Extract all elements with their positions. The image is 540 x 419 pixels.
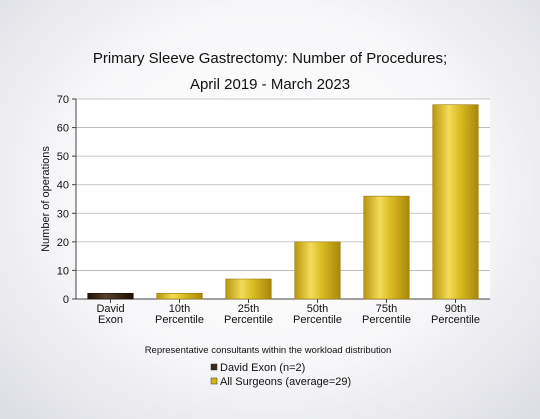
bar-david-exon [87,292,134,300]
y-tick-label: 10 [57,265,69,277]
x-tick-label: 10th [169,303,190,315]
chart-title-line-2: April 2019 - March 2023 [189,76,351,93]
y-tick-label: 40 [57,180,69,192]
y-tick-label: 20 [57,237,69,249]
x-tick-label: Percentile [224,314,273,326]
bar-percentile [432,104,479,300]
y-tick-label: 0 [63,294,69,306]
x-tick-label: Percentile [155,314,204,326]
bar-percentile [294,241,341,300]
x-tick-label: 50th [307,303,328,315]
y-tick-label: 50 [57,151,69,163]
x-tick-label: Percentile [362,314,411,326]
chart-title-line-1: Primary Sleeve Gastrectomy: Number of Pr… [92,50,448,67]
legend-swatch [210,377,218,385]
bar-percentile [363,195,410,300]
plot-background [76,99,490,299]
y-tick-label: 60 [57,123,69,135]
y-tick-label: 30 [57,208,69,220]
legend-label: All Surgeons (average=29) [220,376,351,388]
bar-percentile [225,278,272,300]
x-axis-label: Representative consultants within the wo… [145,345,392,356]
y-tick-label: 70 [57,94,69,106]
x-tick-label: Percentile [293,314,342,326]
bar-percentile [156,292,203,300]
x-tick-label: 75th [376,303,397,315]
y-axis-label: Number of operations [40,146,52,252]
x-tick-label: Exon [98,314,123,326]
legend-swatch [210,363,218,371]
x-tick-label: Percentile [431,314,480,326]
x-tick-label: David [96,303,124,315]
legend-label: David Exon (n=2) [220,362,305,374]
x-tick-label: 25th [238,303,259,315]
x-tick-label: 90th [445,303,466,315]
